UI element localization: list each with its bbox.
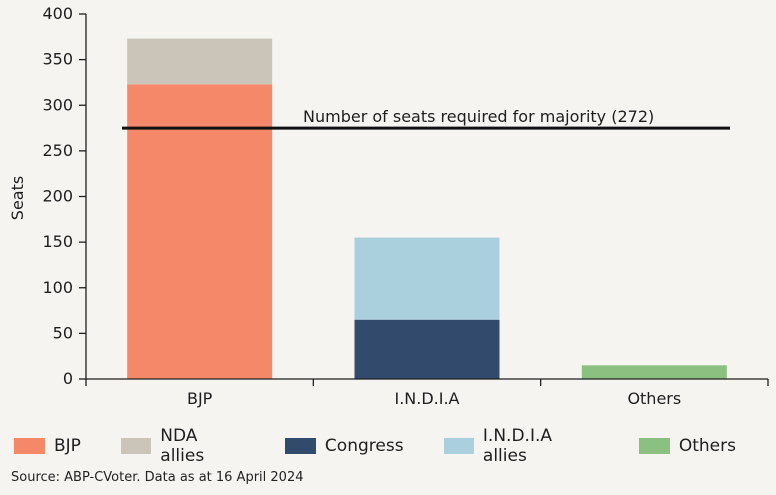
legend-item: Others [638,436,736,456]
legend-item: Congress [284,436,404,456]
bar-i-n-d-i-a-i-n-d-i-a-allies [354,237,500,320]
legend-swatch [638,438,670,454]
y-tick-label: 350 [42,50,73,69]
y-tick-label: 150 [42,232,73,251]
y-tick-label: 0 [63,369,73,388]
y-tick-label: 400 [42,4,73,23]
y-tick-label: 250 [42,141,73,160]
y-tick-label: 100 [42,278,73,297]
legend-swatch [443,438,474,454]
y-tick-label: 50 [53,323,73,342]
legend-swatch [284,438,316,454]
legend-label: Others [678,436,736,456]
y-tick-label: 300 [42,95,73,114]
y-tick-label: 200 [42,187,73,206]
legend-swatch [120,438,152,454]
x-axis: BJP I.N.D.I.A Others [85,378,769,408]
seat-projection-chart: 0 50 100 150 200 250 300 350 400 BJP I.N.D.I.A Oth… [8,4,769,408]
legend-item: NDA allies [120,426,245,466]
legend-label: NDA allies [160,426,205,466]
majority-reference: Number of seats required for majority (2… [122,107,730,130]
legend-item: I.N.D.I.A allies [443,426,599,466]
y-axis-label: Seats [8,176,27,220]
legend-label: I.N.D.I.A allies [482,426,552,466]
majority-line-label: Number of seats required for majority (2… [303,107,654,126]
bars [127,38,727,379]
bar-bjp-nda-allies [127,38,273,85]
legend-label: Congress [324,436,404,456]
x-tick-label: BJP [187,389,213,408]
bar-others-others [581,365,727,379]
legend: BJP NDA allies Congress I.N.D.I.A allies Oth… [14,426,776,466]
bar-bjp-bjp [127,84,273,379]
x-tick-label: I.N.D.I.A [394,389,459,408]
bar-i-n-d-i-a-congress [354,319,500,379]
source-note: Source: ABP-CVoter. Data as at 16 April … [11,470,304,485]
legend-swatch [14,438,45,454]
y-axis: 0 50 100 150 200 250 300 350 400 [42,4,87,388]
legend-label: BJP [54,436,81,456]
legend-item: BJP [14,436,81,456]
x-tick-label: Others [627,389,681,408]
